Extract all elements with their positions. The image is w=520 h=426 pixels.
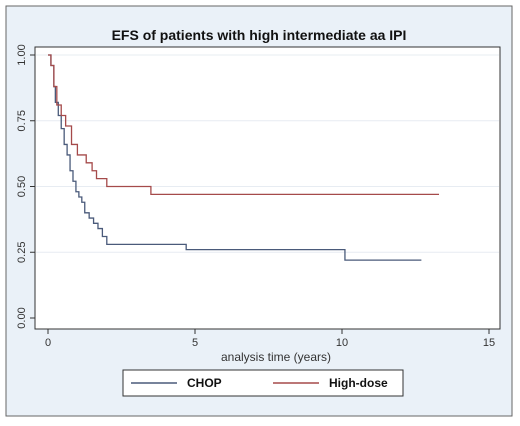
y-tick-label: 0.50 [16,176,28,197]
x-tick-label: 5 [192,337,198,349]
x-tick-label: 10 [336,337,348,349]
chart-title: EFS of patients with high intermediate a… [112,27,407,43]
y-tick-label: 0.75 [16,110,28,131]
legend: CHOP High-dose [122,369,404,397]
y-tick-label: 1.00 [16,44,28,65]
axes [34,47,500,330]
plot-area [34,46,501,330]
x-axis-label: analysis time (years) [221,350,331,364]
series-line-high-dose [48,54,440,196]
y-tick-label: 0.00 [16,307,28,328]
series-lines [48,54,440,261]
series-line-chop [48,54,422,261]
legend-label-chop: CHOP [187,376,222,390]
y-tick-label: 0.25 [16,242,28,263]
legend-label-high-dose: High-dose [329,376,388,390]
axis-ticks: 0.00 0.25 0.50 0.75 1.00 0 5 10 15 [16,44,495,349]
x-tick-label: 0 [45,337,51,349]
x-tick-label: 15 [483,337,495,349]
